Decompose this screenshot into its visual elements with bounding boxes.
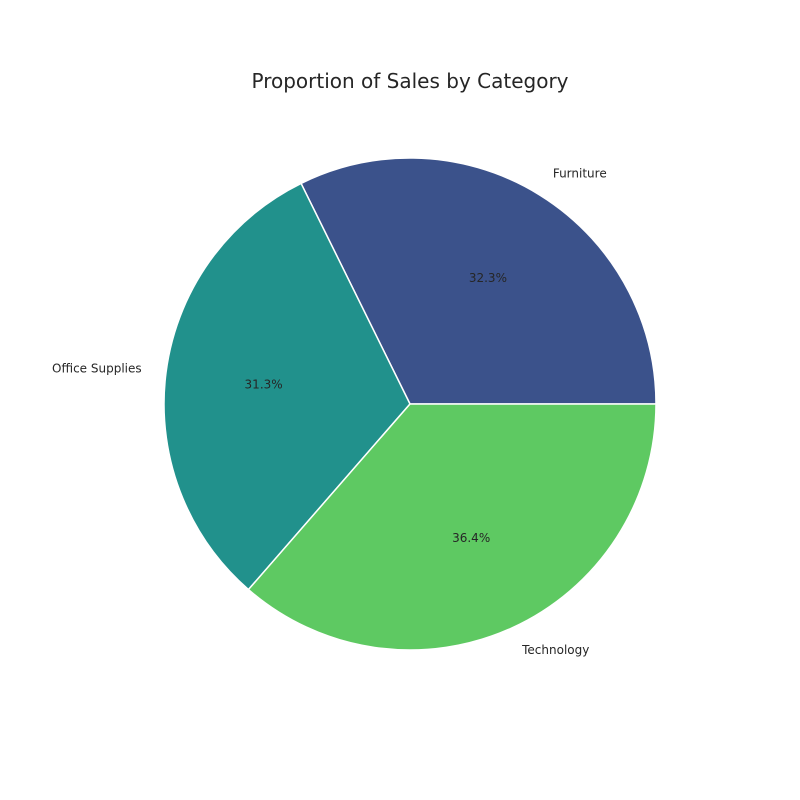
slice-label-office-supplies: Office Supplies (52, 362, 142, 376)
slice-percent-furniture: 32.3% (469, 271, 507, 285)
pie-labels: Furniture 32.3% Office Supplies 31.3% Techno… (52, 167, 607, 657)
pie-slice-office-supplies (163, 182, 411, 591)
pie-slice-furniture (300, 157, 657, 405)
slice-percent-technology: 36.4% (452, 531, 490, 545)
pie-slices (163, 157, 657, 651)
chart-title: Proportion of Sales by Category (251, 69, 568, 93)
slice-label-technology: Technology (521, 643, 589, 657)
pie-slice-technology (247, 403, 657, 651)
slice-label-furniture: Furniture (553, 167, 607, 181)
slice-percent-office-supplies: 31.3% (245, 378, 283, 392)
